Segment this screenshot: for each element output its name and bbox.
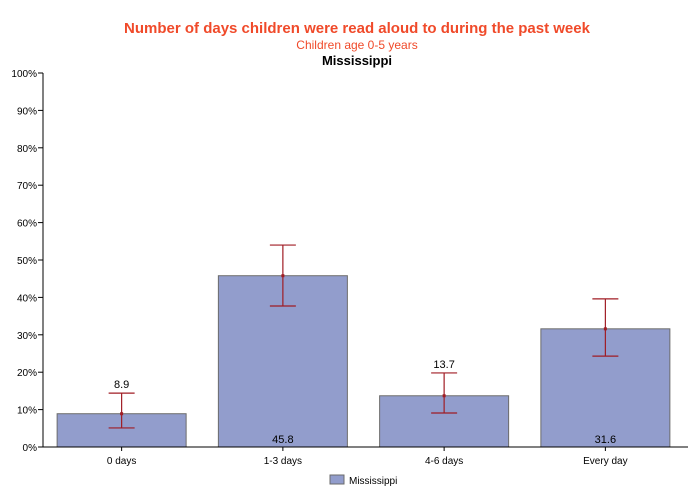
data-label: 13.7 [433,359,454,371]
x-tick-label: 1-3 days [264,456,302,467]
legend-label: Mississippi [349,476,397,487]
chart-title: Number of days children were read aloud … [124,20,591,37]
data-label: 45.8 [272,434,293,446]
y-tick-label: 100% [11,69,37,80]
x-tick-label: 0 days [107,456,136,467]
y-tick-label: 30% [17,331,37,342]
y-tick-label: 60% [17,219,37,230]
x-tick-label: Every day [583,456,627,467]
y-tick-label: 0% [23,443,38,454]
data-label: 31.6 [595,434,616,446]
x-tick-label: 4-6 days [425,456,463,467]
chart-subtitle: Children age 0-5 years [296,38,417,52]
point-marker [281,274,285,278]
y-tick-label: 50% [17,256,37,267]
y-tick-label: 80% [17,144,37,155]
y-tick-label: 70% [17,181,37,192]
point-marker [120,412,124,416]
chart-state: Mississippi [322,53,392,68]
y-tick-label: 10% [17,406,37,417]
point-marker [442,394,446,398]
y-tick-label: 40% [17,293,37,304]
y-tick-label: 90% [17,106,37,117]
data-label: 8.9 [114,379,129,391]
point-marker [603,327,607,331]
legend-swatch [329,474,345,485]
y-tick-label: 20% [17,368,37,379]
